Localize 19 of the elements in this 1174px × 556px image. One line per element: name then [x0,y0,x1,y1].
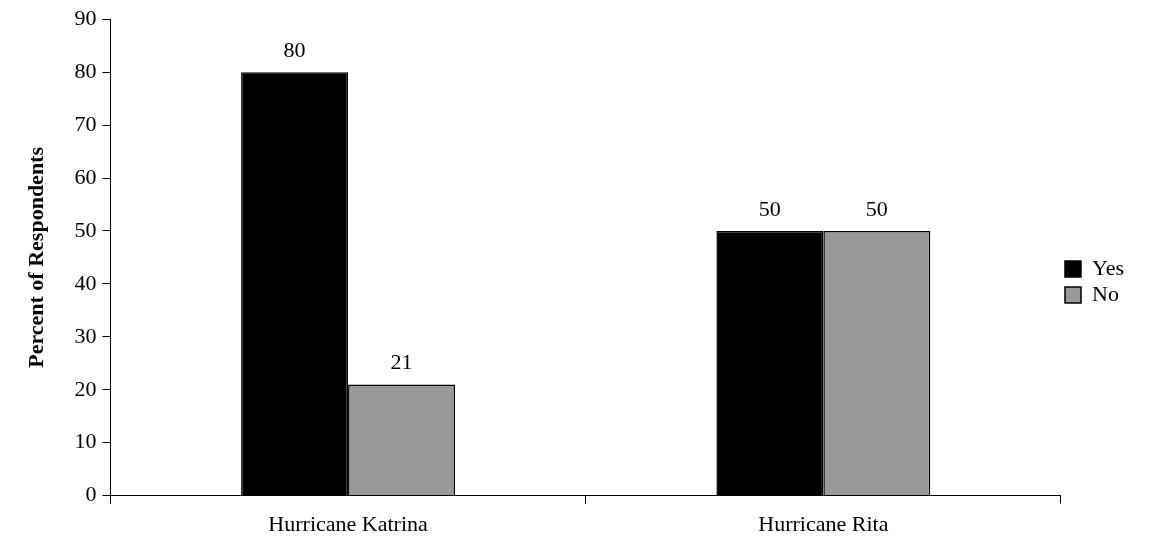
data-label: 50 [865,195,888,221]
y-tick-label: 60 [74,163,97,189]
y-tick-label: 40 [74,269,97,295]
legend-label: Yes [1091,254,1124,280]
x-tick-label: Hurricane Rita [758,510,889,536]
y-tick-label: 50 [74,216,97,242]
data-label: 80 [283,36,306,62]
y-tick-label: 10 [74,428,97,454]
data-label: 50 [758,195,781,221]
y-tick-label: 80 [74,57,97,83]
x-tick-label: Hurricane Katrina [268,510,428,536]
y-tick-label: 90 [74,4,97,30]
y-tick-label: 20 [74,375,97,401]
y-axis-title: Percent of Respondents [22,146,48,368]
data-label: 21 [390,349,413,375]
y-tick-label: 70 [74,110,97,136]
legend-label: No [1091,280,1119,306]
y-tick-label: 30 [74,322,97,348]
y-tick-label: 0 [85,481,97,507]
